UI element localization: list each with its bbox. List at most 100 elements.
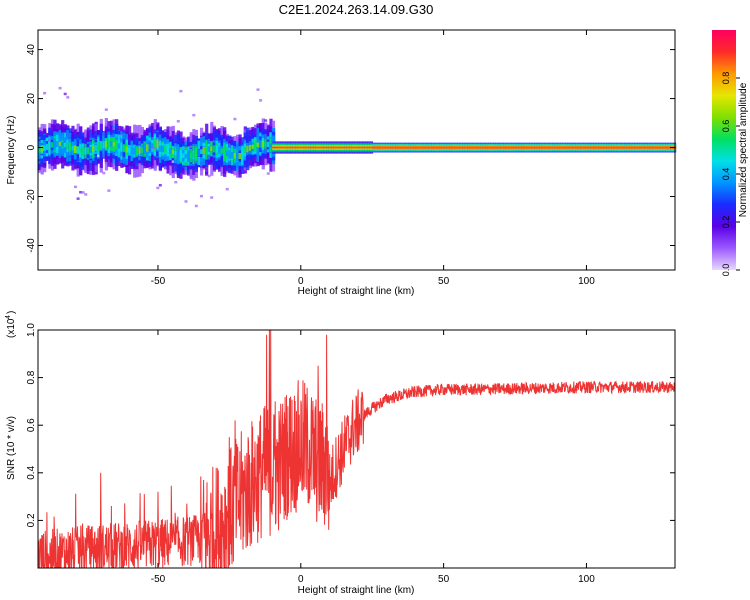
heatmap-cell [133, 147, 137, 155]
heatmap-scatter-cell [151, 146, 155, 149]
y-tick-label: -20 [26, 189, 37, 204]
heatmap-cell [251, 144, 255, 149]
heatmap-cell [272, 146, 276, 149]
colorbar-ticks: 0.0 0.2 0.4 0.6 0.8 [721, 72, 740, 277]
heatmap-scatter-cell [205, 171, 209, 175]
heatmap-cell [117, 143, 121, 149]
heatmap-cell [215, 145, 219, 153]
snr-x-ticks: -50 0 50 100 [151, 330, 595, 585]
heatmap-cell [179, 152, 183, 158]
heatmap-cell [148, 143, 152, 151]
y-tick-label: 0 [26, 144, 37, 150]
heatmap-cell [61, 142, 65, 147]
chart-title: C2E1.2024.263.14.09.G30 [279, 2, 434, 17]
colorbar-tick-label: 0.0 [721, 264, 731, 277]
colorbar-tick-label: 0.6 [721, 120, 731, 133]
heatmap-cell [81, 147, 85, 156]
y-tick-label: 0.2 [26, 513, 37, 527]
snr-x-label: Height of straight line (km) [298, 585, 415, 596]
heatmap-cell [112, 142, 116, 147]
colorbar-tick-label: 0.2 [721, 216, 731, 229]
heatmap-scatter-cell [122, 127, 126, 130]
heatmap-scatter-cell [266, 172, 270, 175]
heatmap-cell [164, 145, 168, 153]
heatmap-cell [274, 146, 278, 149]
heatmap-scatter-cell [174, 180, 178, 184]
colorbar: 0.0 0.2 0.4 0.6 0.8 Normalized spectral ampl… [712, 30, 749, 276]
heatmap-scatter-cell [207, 174, 211, 178]
heatmap-cell [107, 139, 111, 148]
heatmap-scatter-cell [97, 154, 101, 158]
heatmap-scatter-cell [189, 145, 193, 149]
heatmap-cell [58, 141, 62, 147]
spectrogram-y-label: Frequency (Hz) [6, 116, 17, 185]
heatmap-cell [102, 141, 106, 149]
spectrogram-x-label: Height of straight line (km) [298, 286, 415, 297]
heatmap-cell [151, 143, 155, 149]
x-tick-label: 50 [438, 574, 450, 585]
heatmap-cell [225, 150, 229, 156]
heatmap-cell [97, 144, 101, 150]
heatmap-cell [264, 141, 268, 147]
heatmap-cell [223, 148, 227, 156]
heatmap-cell [68, 143, 73, 151]
heatmap-cell [210, 146, 214, 151]
heatmap-cell [104, 140, 108, 148]
heatmap-cell [48, 141, 52, 150]
heatmap-cell [156, 140, 160, 149]
heatmap-cell [158, 145, 162, 152]
spectrogram-panel: -50 0 50 100 -40 -20 0 20 40 Height of straight… [6, 29, 677, 297]
heatmap-cell [63, 142, 67, 148]
heatmap-cell [79, 148, 83, 153]
y-tick-label: 40 [26, 44, 37, 56]
snr-series-line [37, 329, 676, 569]
heatmap-cell [122, 145, 126, 151]
snr-scale-base: (x10 [6, 318, 17, 338]
heatmap-cell [266, 141, 270, 148]
heatmap-cell [94, 144, 98, 152]
heatmap-scatter-cell [259, 99, 263, 102]
heatmap-scatter-cell [58, 86, 62, 90]
colorbar-tick-label: 0.8 [721, 72, 731, 85]
heatmap-cell [99, 142, 103, 150]
heatmap-cell [205, 146, 209, 154]
heatmap-cell [236, 152, 240, 160]
heatmap-cell [230, 151, 234, 159]
heatmap-cell [138, 147, 142, 155]
heatmap-scatter-cell [66, 96, 70, 99]
heatmap-cell [202, 147, 206, 155]
heatmap-cell [53, 141, 57, 148]
heatmap-cell [192, 151, 196, 158]
heatmap-scatter-cell [153, 147, 157, 150]
heatmap-cell [71, 146, 75, 151]
heatmap-scatter-cell [79, 191, 83, 194]
colorbar-label: Normalized spectral amplitude [738, 82, 749, 217]
heatmap-cell [254, 143, 258, 149]
heatmap-cell [220, 148, 224, 154]
heatmap-scatter-cell [210, 196, 214, 199]
heatmap-scatter-cell [225, 187, 229, 191]
spectrogram-frame [37, 29, 676, 271]
heatmap-scatter-cell [192, 113, 196, 117]
x-tick-label: -50 [151, 574, 166, 585]
heatmap-cell [43, 145, 47, 151]
heatmap-scatter-cell [184, 200, 188, 203]
heatmap-cell [128, 147, 132, 153]
heatmap-cell [233, 153, 237, 159]
heatmap-cell [125, 146, 129, 153]
heatmap-cell [228, 150, 232, 159]
heatmap-cell [207, 146, 211, 152]
heatmap-cell [166, 146, 170, 154]
spectrogram-y-ticks: -40 -20 0 20 40 [26, 44, 675, 253]
heatmap-scatter-cell [84, 193, 88, 196]
heatmap-cell [140, 147, 144, 153]
heatmap-scatter-cell [256, 88, 260, 91]
x-tick-label: 100 [578, 276, 595, 287]
heatmap-cell [130, 147, 134, 155]
heatmap-cell [135, 147, 139, 155]
heatmap-cell [243, 146, 247, 154]
heatmap-scatter-cell [171, 160, 175, 163]
heatmap-cell [66, 142, 70, 150]
heatmap-cell [241, 151, 245, 160]
heatmap-scatter-cell [179, 89, 183, 93]
